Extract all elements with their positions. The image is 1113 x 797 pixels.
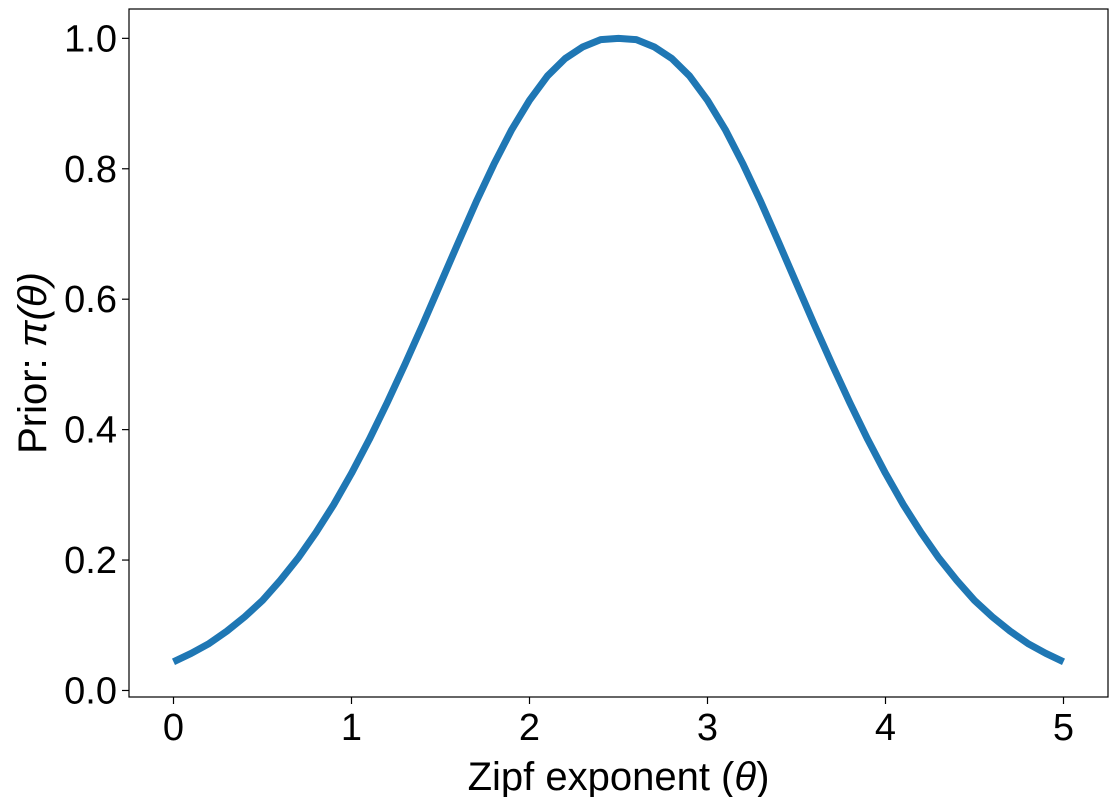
x-tick-label: 5 <box>1053 707 1074 749</box>
x-tick-label: 4 <box>875 707 896 749</box>
plot-frame <box>128 8 1109 698</box>
plot-area <box>171 34 1066 665</box>
y-axis-label-text: Prior: <box>11 347 55 454</box>
y-tick-label: 0.8 <box>64 149 117 191</box>
y-tick-label: 0.4 <box>64 410 117 452</box>
y-tick-label: 0.0 <box>64 670 117 712</box>
y-axis: 0.0 0.2 0.4 0.6 0.8 1.0 <box>64 18 129 712</box>
x-axis-label: Zipf exponent (θ) <box>468 755 770 797</box>
y-tick-label: 1.0 <box>64 18 117 60</box>
y-tick-label: 0.6 <box>64 279 117 321</box>
x-axis-label-text: Zipf exponent ( <box>468 755 735 797</box>
x-tick-label: 0 <box>163 707 184 749</box>
series-line-0 <box>171 34 1066 665</box>
x-tick-label: 2 <box>519 707 540 749</box>
x-axis: 0 1 2 3 4 5 <box>163 697 1074 749</box>
x-tick-label: 1 <box>341 707 362 749</box>
y-axis-label-symbol: π(θ) <box>11 272 55 347</box>
y-axis-label: Prior: π(θ) <box>11 272 55 454</box>
x-tick-label: 3 <box>697 707 718 749</box>
x-axis-label-symbol: θ <box>734 755 756 797</box>
x-axis-label-close: ) <box>756 755 769 797</box>
y-tick-label: 0.2 <box>64 540 117 582</box>
